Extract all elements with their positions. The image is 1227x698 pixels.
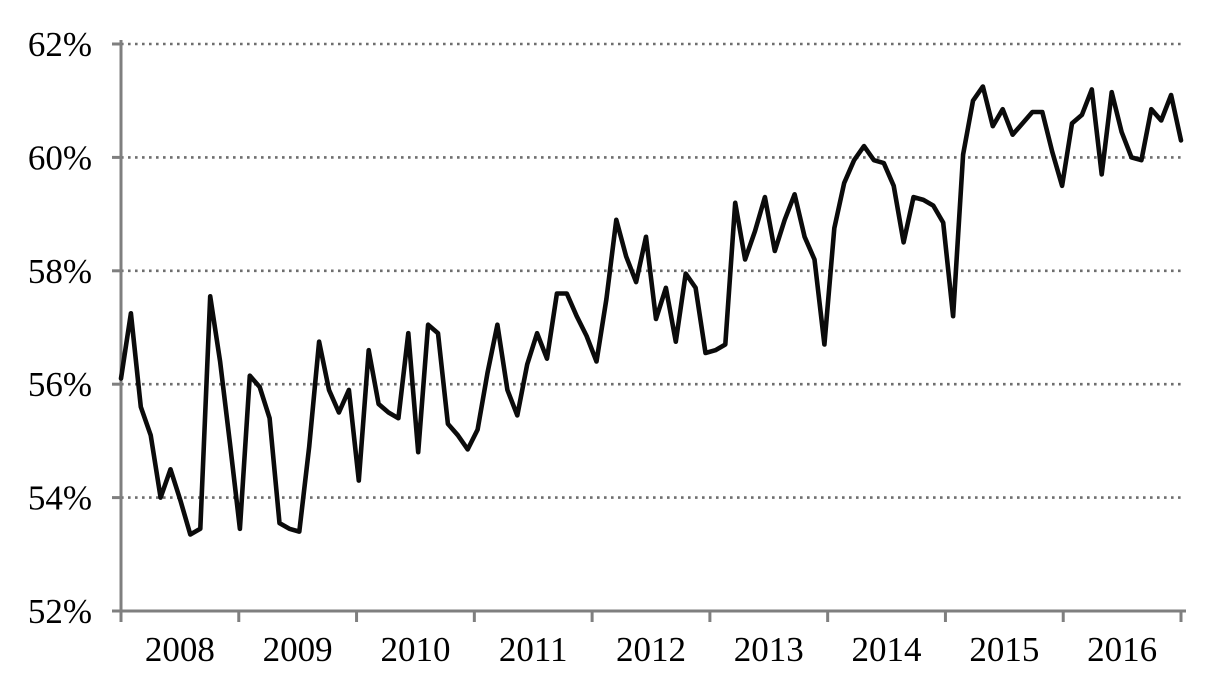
x-axis-tick-label: 2010 bbox=[380, 630, 450, 669]
x-axis-tick-label: 2012 bbox=[616, 630, 686, 669]
x-axis-tick-label: 2016 bbox=[1087, 630, 1157, 669]
x-axis-tick-label: 2009 bbox=[263, 630, 333, 669]
x-axis-tick-label: 2014 bbox=[852, 630, 922, 669]
y-axis-tick-label: 60% bbox=[28, 138, 92, 177]
data-series-line bbox=[118, 84, 1184, 537]
y-axis-tick-label: 56% bbox=[28, 365, 92, 404]
y-axis-tick-label: 62% bbox=[28, 25, 92, 64]
y-axis-tick-label: 54% bbox=[28, 479, 92, 518]
x-axis-tick-label: 2011 bbox=[499, 630, 568, 669]
x-axis-tick-label: 2013 bbox=[734, 630, 804, 669]
y-axis-tick-label: 58% bbox=[28, 252, 92, 291]
x-axis-tick-label: 2015 bbox=[969, 630, 1039, 669]
y-axis-tick-label: 52% bbox=[28, 592, 92, 631]
x-axis-tick-label: 2008 bbox=[145, 630, 215, 669]
